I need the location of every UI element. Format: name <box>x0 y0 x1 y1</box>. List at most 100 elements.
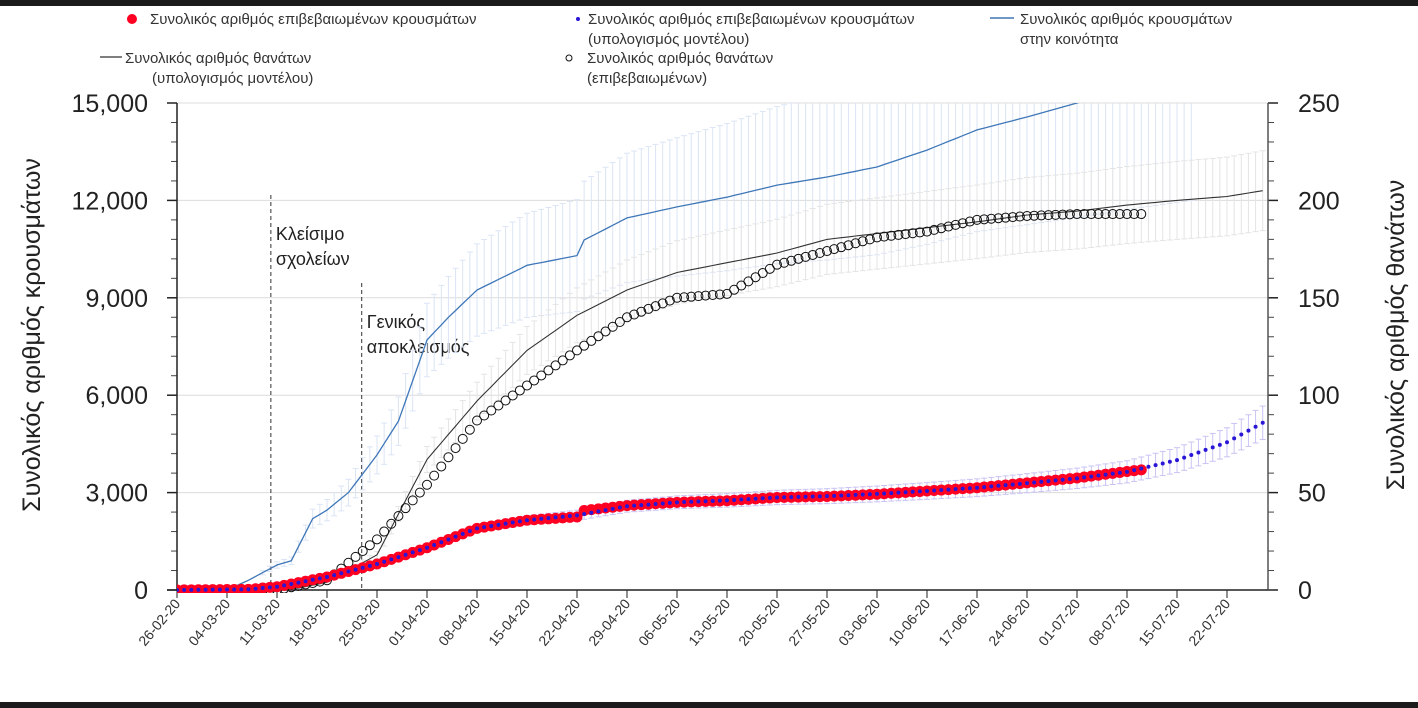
cases-model-point <box>682 500 687 505</box>
deaths-confirmed-point <box>572 345 582 356</box>
y-tick-label-right: 0 <box>1298 577 1312 605</box>
y-tick-label-left: 9,000 <box>85 285 148 313</box>
deaths-confirmed-point <box>943 221 954 232</box>
cases-model-point <box>339 571 344 576</box>
deaths-confirmed-point <box>700 290 711 301</box>
cases-model-point <box>617 505 622 510</box>
y-tick-label-left: 15,000 <box>72 90 148 118</box>
x-tick-label: 03-06-20 <box>835 595 883 648</box>
deaths-model-error-bar <box>1259 150 1266 232</box>
cases-model-point <box>753 496 758 501</box>
cases-model-point <box>1003 483 1008 488</box>
cases-model-point <box>382 559 387 564</box>
cases-model-point <box>1039 479 1044 484</box>
cases-model-point <box>882 491 887 496</box>
deaths-confirmed-point <box>972 214 982 225</box>
deaths-confirmed-point <box>807 249 818 260</box>
cases-model-point <box>1146 464 1151 469</box>
cases-model-point <box>946 487 951 492</box>
cases-model-point <box>1232 436 1237 441</box>
deaths-confirmed-point <box>650 301 661 312</box>
cases-model-point <box>189 587 194 592</box>
deaths-confirmed-point <box>1043 210 1054 221</box>
x-tick-label: 22-07-20 <box>1185 595 1233 648</box>
cases-model-point <box>446 537 451 542</box>
gridlines <box>177 102 1268 494</box>
cases-model-point <box>253 586 258 591</box>
deaths-confirmed-point <box>436 461 447 472</box>
deaths-confirmed-point <box>822 246 832 257</box>
cases-model-point <box>560 514 565 519</box>
deaths-confirmed-point <box>457 433 468 444</box>
cases-model-point <box>503 521 508 526</box>
deaths-confirmed-point <box>407 495 418 506</box>
x-tick-label: 01-04-20 <box>385 595 433 648</box>
deaths-confirmed-point <box>814 247 825 258</box>
deaths-confirmed-point <box>872 232 882 243</box>
cases-model-point <box>1032 480 1037 485</box>
cases-model-point <box>817 494 822 499</box>
deaths-confirmed-point <box>707 290 718 301</box>
deaths-confirmed-point <box>1000 212 1011 223</box>
cases-model-point <box>453 534 458 539</box>
cases-model-point <box>546 516 551 521</box>
y-tick-label-right: 50 <box>1298 480 1326 508</box>
cases-model-point <box>389 557 394 562</box>
cases-model-point <box>717 498 722 503</box>
cases-model-point <box>1089 474 1094 479</box>
cases-model-point <box>1117 470 1122 475</box>
cases-model-point <box>417 548 422 553</box>
legend-label-confirmed: Συνολικός αριθμός επιβεβαιωμένων κρουσμά… <box>150 11 477 28</box>
cases-model-point <box>775 495 779 500</box>
annotation-label: σχολείων <box>276 249 350 269</box>
deaths-confirmed-point <box>357 546 368 557</box>
deaths-confirmed-point <box>500 395 511 406</box>
deaths-confirmed-point <box>1007 212 1018 223</box>
cases-model-point <box>953 487 958 492</box>
cases-model-point <box>1139 466 1144 471</box>
deaths-confirmed-point <box>600 326 611 337</box>
deaths-confirmed-point <box>443 452 454 463</box>
legend-marker-deaths <box>565 54 573 62</box>
cases-model-point <box>839 493 844 498</box>
cases-model-point <box>746 497 751 502</box>
cases-model-point <box>1182 455 1187 460</box>
cases-model-point <box>917 489 922 494</box>
deaths-confirmed-point <box>929 224 940 235</box>
cases-model-point <box>567 514 572 519</box>
cases-model-point <box>867 492 872 497</box>
cases-model-point <box>967 486 972 491</box>
cases-model-point <box>853 492 858 497</box>
legend-label-deaths-2: (επιβεβαιωμένων) <box>587 70 707 87</box>
deaths-confirmed-point <box>400 503 411 514</box>
cases-model-point <box>1075 476 1079 481</box>
cases-model-point <box>625 504 629 509</box>
cases-model-point <box>996 483 1001 488</box>
cases-model-point <box>1253 424 1258 429</box>
deaths-confirmed-point <box>1022 210 1032 221</box>
y-axis-title-left: Συνολικός αριθμός κρουσμάτων <box>18 158 46 512</box>
legend-label-deaths: Συνολικός αριθμός θανάτων <box>587 50 773 67</box>
cases-model-point <box>310 577 315 582</box>
deaths-confirmed-point <box>522 380 532 391</box>
deaths-confirmed-point <box>1129 209 1140 220</box>
cases-model-point <box>1025 481 1029 486</box>
cases-model-point <box>653 502 658 507</box>
plot-marks <box>177 103 1266 593</box>
cases-model-point <box>303 579 308 584</box>
deaths-confirmed-point <box>1014 211 1025 222</box>
y-tick-label-left: 0 <box>134 577 148 605</box>
cases-model-point <box>689 499 694 504</box>
deaths-confirmed-point <box>529 375 540 386</box>
deaths-confirmed-point <box>1114 209 1125 220</box>
cases-model-point <box>789 495 794 500</box>
cases-model-point <box>1017 481 1022 486</box>
cases-model-point <box>232 587 237 592</box>
x-tick-label: 17-06-20 <box>935 595 983 648</box>
deaths-confirmed-point <box>414 487 425 498</box>
cases-model-point <box>425 545 429 550</box>
deaths-confirmed-point <box>864 234 875 245</box>
cases-model-point <box>260 586 265 591</box>
deaths-confirmed-point <box>836 242 847 253</box>
